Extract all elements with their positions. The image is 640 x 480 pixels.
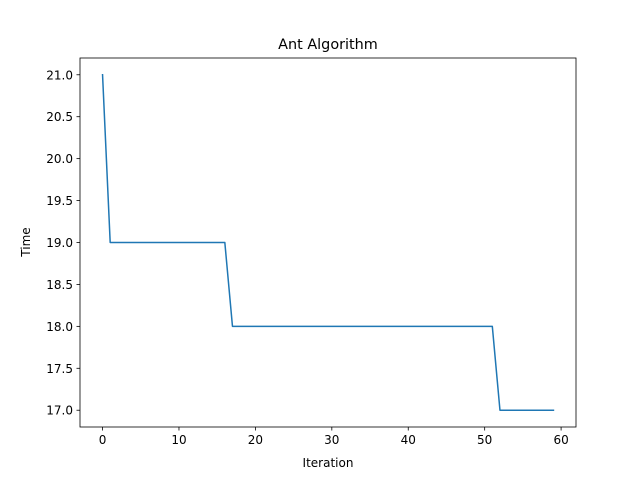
y-tick-label: 20.5 bbox=[46, 110, 73, 124]
x-tick-label: 10 bbox=[171, 433, 186, 447]
y-tick-label: 19.5 bbox=[46, 194, 73, 208]
x-axis-label: Iteration bbox=[303, 456, 354, 470]
y-tick-label: 18.5 bbox=[46, 278, 73, 292]
y-tick-label: 17.0 bbox=[46, 404, 73, 418]
y-tick-label: 19.0 bbox=[46, 236, 73, 250]
y-tick-label: 20.0 bbox=[46, 152, 73, 166]
plot-area: 0 10 20 30 40 50 60 17.0 17.5 18.0 18.5 19.0 19.5 20.… bbox=[46, 57, 577, 447]
y-tick-label: 17.5 bbox=[46, 362, 73, 376]
y-axis-label: Time bbox=[19, 227, 33, 257]
x-tick-label: 60 bbox=[553, 433, 568, 447]
chart-title: Ant Algorithm bbox=[278, 37, 378, 53]
x-tick-label: 30 bbox=[324, 433, 339, 447]
x-tick-label: 20 bbox=[248, 433, 263, 447]
x-tick-label: 50 bbox=[477, 433, 492, 447]
x-tick-label: 40 bbox=[401, 433, 416, 447]
y-tick-label: 18.0 bbox=[46, 320, 73, 334]
x-tick-label: 0 bbox=[99, 433, 107, 447]
y-tick-label: 21.0 bbox=[46, 68, 73, 82]
series-line-0 bbox=[101, 73, 555, 411]
